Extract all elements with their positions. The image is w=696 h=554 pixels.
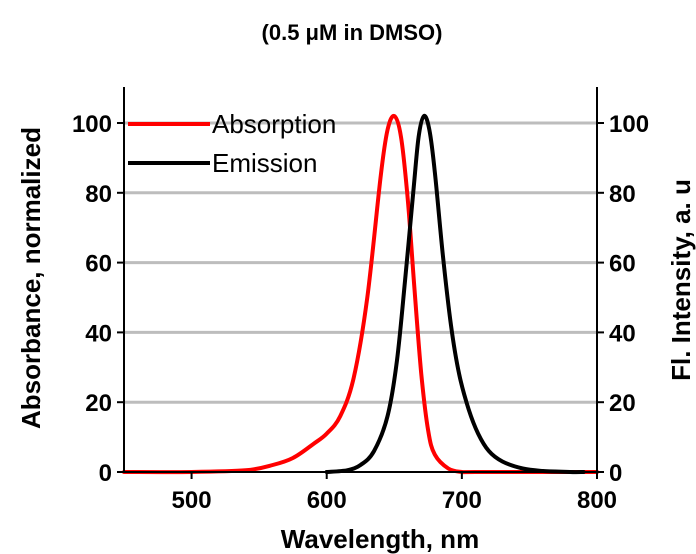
y-tick-label-right: 80: [609, 181, 636, 208]
series-line-absorption: [122, 113, 599, 475]
x-tick-label: 600: [307, 487, 347, 514]
x-axis-label: Wavelength, nm: [281, 524, 479, 554]
x-tick-label: 800: [577, 487, 617, 514]
y-tick-label-right: 40: [609, 320, 636, 347]
series-line-emission: [324, 113, 586, 475]
legend-label-emission: Emission: [212, 148, 317, 178]
y-tick-label-left: 0: [99, 460, 112, 487]
legend-label-absorption: Absorption: [212, 109, 336, 139]
x-tick-label: 500: [172, 487, 212, 514]
y-tick-label-left: 80: [85, 181, 112, 208]
y-axis-label-right: Fl. Intensity, a. u: [666, 179, 696, 381]
axis-ticks: 0 0 20 20 40 40 60 60 80 80 100 100 500 600 700 800: [72, 111, 649, 514]
y-tick-label-right: 60: [609, 251, 636, 278]
plot-area: [124, 87, 597, 472]
y-tick-label-left: 100: [72, 111, 112, 138]
series-lines: [122, 113, 599, 475]
y-tick-label-left: 20: [85, 390, 112, 417]
y-tick-label-right: 100: [609, 111, 649, 138]
y-tick-label-left: 40: [85, 320, 112, 347]
y-tick-label-right: 0: [609, 460, 622, 487]
y-tick-label-left: 60: [85, 251, 112, 278]
legend: Absorption Emission: [128, 109, 336, 178]
y-tick-label-right: 20: [609, 390, 636, 417]
y-axis-label-left: Absorbance, normalized: [16, 127, 46, 429]
x-tick-label: 700: [442, 487, 482, 514]
chart-title: (0.5 μM in DMSO): [262, 20, 443, 45]
